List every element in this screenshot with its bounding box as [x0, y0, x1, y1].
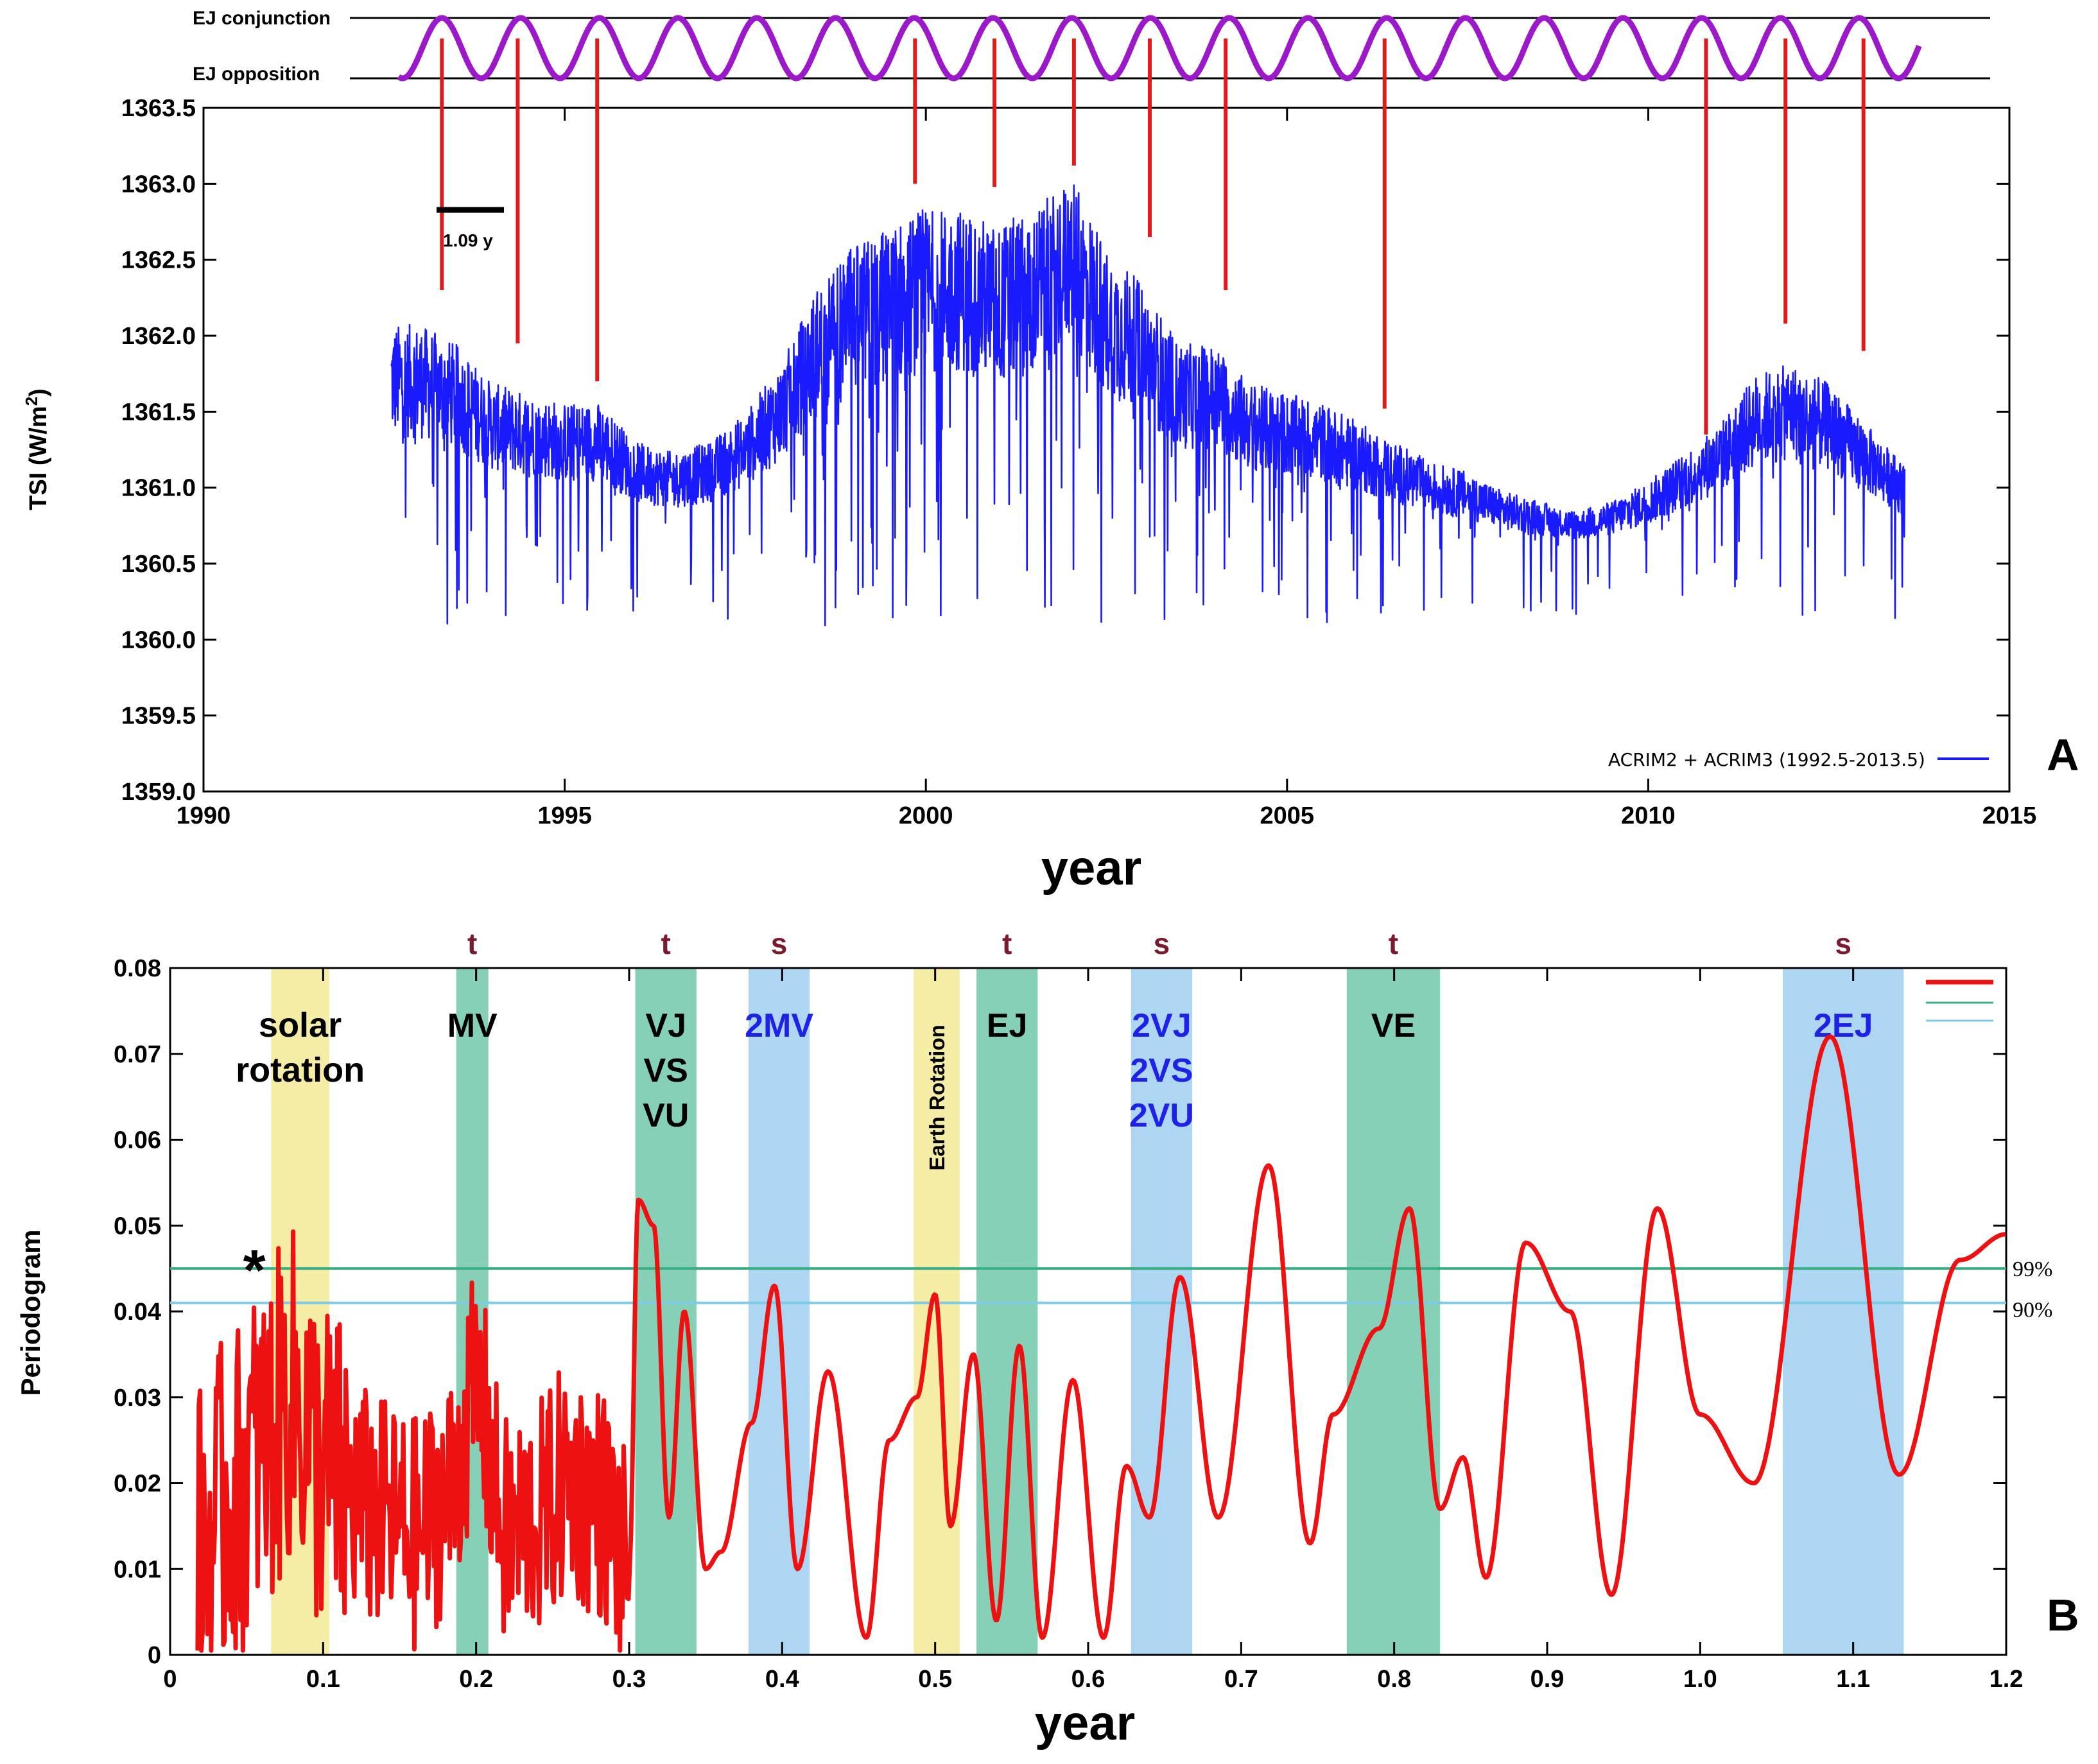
ej-conjunction-label: EJ conjunction — [193, 8, 331, 29]
band-label: VU — [643, 1097, 689, 1134]
frequency-bands: solar rotation t MV t VJ VS VU s 2MV Earth Rotatio… — [236, 927, 1904, 1655]
x-tick-label: 0.3 — [612, 1666, 646, 1693]
band-top-letter: t — [1002, 927, 1012, 960]
y-tick-label: 0.07 — [114, 1041, 161, 1068]
ej-opposition-label: EJ opposition — [193, 64, 320, 85]
legend-label: ACRIM2 + ACRIM3 (1992.5-2013.5) — [1608, 749, 1925, 770]
x-tick-label: 0.4 — [765, 1666, 799, 1693]
conjunction-markers — [440, 39, 1866, 435]
x-tick-label: 1995 — [537, 802, 592, 829]
y-tick-label: 0.03 — [114, 1385, 161, 1412]
y-tick-label: 1360.0 — [121, 627, 196, 653]
plot-b-ylabel: Periodogram — [15, 1229, 46, 1396]
band-label: 2VU — [1129, 1097, 1194, 1134]
tsi-series-line — [390, 184, 1906, 627]
period-scale-label: 1.09 y — [443, 230, 493, 250]
band-top-letter: t — [1389, 927, 1398, 960]
band-green — [976, 968, 1038, 1655]
x-tick-label: 0.8 — [1377, 1666, 1411, 1693]
star-marker: * — [243, 1238, 266, 1302]
y-tick-label: 0.01 — [114, 1556, 161, 1583]
x-tick-label: 1.0 — [1683, 1666, 1717, 1693]
panel-a-letter: A — [2047, 730, 2079, 780]
y-tick-label: 0.02 — [114, 1471, 161, 1498]
plot-b-xlabel: year — [1035, 1696, 1135, 1751]
plot-a-frame — [202, 107, 2011, 793]
panel-b: solar rotation t MV t VJ VS VU s 2MV Earth Rotatio… — [15, 927, 2079, 1751]
x-tick-label: 2015 — [1982, 802, 2037, 829]
x-tick-label: 2005 — [1260, 802, 1315, 829]
band-label: rotation — [236, 1051, 365, 1089]
band-label: VS — [644, 1052, 688, 1089]
y-tick-label: 0.08 — [114, 955, 161, 982]
y-tick-label: 1359.5 — [121, 703, 196, 730]
x-tick-label: 2000 — [899, 802, 953, 829]
band-top-letter: s — [771, 927, 788, 960]
y-tick-label: 1361.5 — [121, 399, 196, 426]
band-label: 2VS — [1130, 1052, 1193, 1089]
x-tick-label: 0 — [163, 1666, 177, 1693]
x-tick-label: 2010 — [1621, 802, 1676, 829]
y-tick-label: 1363.0 — [121, 171, 196, 198]
y-tick-label: 0.04 — [114, 1299, 161, 1326]
band-label: MV — [447, 1007, 498, 1044]
x-tick-label: 0.7 — [1224, 1666, 1258, 1693]
y-tick-label: 1361.0 — [121, 475, 196, 502]
y-tick-label: 1360.5 — [121, 551, 196, 578]
x-tick-label: 0.5 — [918, 1666, 952, 1693]
y-tick-label: 0.05 — [114, 1213, 161, 1240]
significance-99-label: 99% — [2013, 1258, 2052, 1281]
band-label: EJ — [987, 1007, 1028, 1044]
x-tick-label: 0.6 — [1071, 1666, 1105, 1693]
x-tick-label: 1.2 — [1990, 1666, 2024, 1693]
band-label: VJ — [645, 1007, 686, 1044]
y-tick-label: 1362.5 — [121, 247, 196, 274]
y-tick-label: 1362.0 — [121, 323, 196, 350]
x-tick-label: 0.9 — [1530, 1666, 1565, 1693]
band-label: 2EJ — [1814, 1007, 1873, 1044]
periodogram-line — [195, 1034, 2007, 1653]
band-label: solar — [259, 1006, 342, 1044]
band-top-letter: s — [1835, 927, 1851, 960]
band-blue — [1131, 968, 1193, 1655]
band-top-letter: t — [661, 927, 671, 960]
plot-a-ylabel: TSI (W/m2) — [22, 388, 52, 510]
band-label: Earth Rotation — [925, 1025, 949, 1170]
plot-a-xlabel: year — [1041, 841, 1141, 895]
band-label: 2VJ — [1132, 1007, 1192, 1044]
band-top-letter: s — [1154, 927, 1170, 960]
panel-a: EJ conjunction EJ opposition 1990 1995 200… — [22, 8, 2079, 895]
ej-wave — [397, 15, 1922, 82]
plot-b-frame — [169, 967, 2007, 1656]
plot-a-ticks: 1990 1995 2000 2005 2010 2015 1359.0 1359.5 1360… — [121, 95, 2037, 829]
panel-b-letter: B — [2047, 1590, 2079, 1640]
plot-b-ticks: 0 0.1 0.2 0.3 0.4 0.5 0.6 0.7 0.8 0.9 1.0 1.1 1.2 0 0.… — [114, 955, 2023, 1693]
band-label: 2MV — [745, 1007, 813, 1044]
x-tick-label: 1990 — [177, 802, 231, 829]
x-tick-label: 0.2 — [459, 1666, 493, 1693]
significance-90-label: 90% — [2013, 1299, 2052, 1322]
band-label: VE — [1371, 1007, 1416, 1044]
y-tick-label: 0 — [148, 1642, 161, 1669]
band-green — [1346, 968, 1441, 1655]
x-tick-label: 0.1 — [306, 1666, 340, 1693]
x-tick-label: 1.1 — [1836, 1666, 1870, 1693]
y-tick-label: 1363.5 — [121, 95, 196, 122]
y-tick-label: 0.06 — [114, 1127, 161, 1154]
band-top-letter: t — [467, 927, 477, 960]
y-tick-label: 1359.0 — [121, 779, 196, 806]
